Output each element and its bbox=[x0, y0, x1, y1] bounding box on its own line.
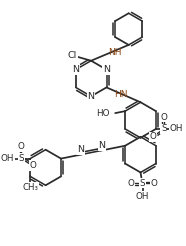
Text: N: N bbox=[77, 145, 84, 154]
Text: OH: OH bbox=[170, 124, 183, 133]
Text: OH: OH bbox=[136, 192, 149, 201]
Text: O: O bbox=[150, 132, 156, 141]
Text: OH: OH bbox=[1, 154, 14, 163]
Text: HO: HO bbox=[96, 109, 109, 118]
Text: S: S bbox=[161, 124, 167, 133]
Text: S: S bbox=[18, 154, 24, 163]
Text: N: N bbox=[103, 65, 110, 74]
Text: O: O bbox=[30, 161, 37, 170]
Text: CH₃: CH₃ bbox=[22, 183, 38, 192]
Text: N: N bbox=[88, 92, 95, 101]
Text: O: O bbox=[18, 142, 25, 151]
Text: Cl: Cl bbox=[68, 51, 77, 60]
Text: S: S bbox=[140, 179, 145, 188]
Text: O: O bbox=[151, 179, 158, 188]
Text: O: O bbox=[160, 113, 167, 122]
Text: N: N bbox=[98, 141, 105, 150]
Text: O: O bbox=[127, 179, 134, 188]
Text: N: N bbox=[72, 65, 79, 74]
Text: NH: NH bbox=[108, 48, 122, 57]
Text: HN: HN bbox=[114, 90, 127, 99]
